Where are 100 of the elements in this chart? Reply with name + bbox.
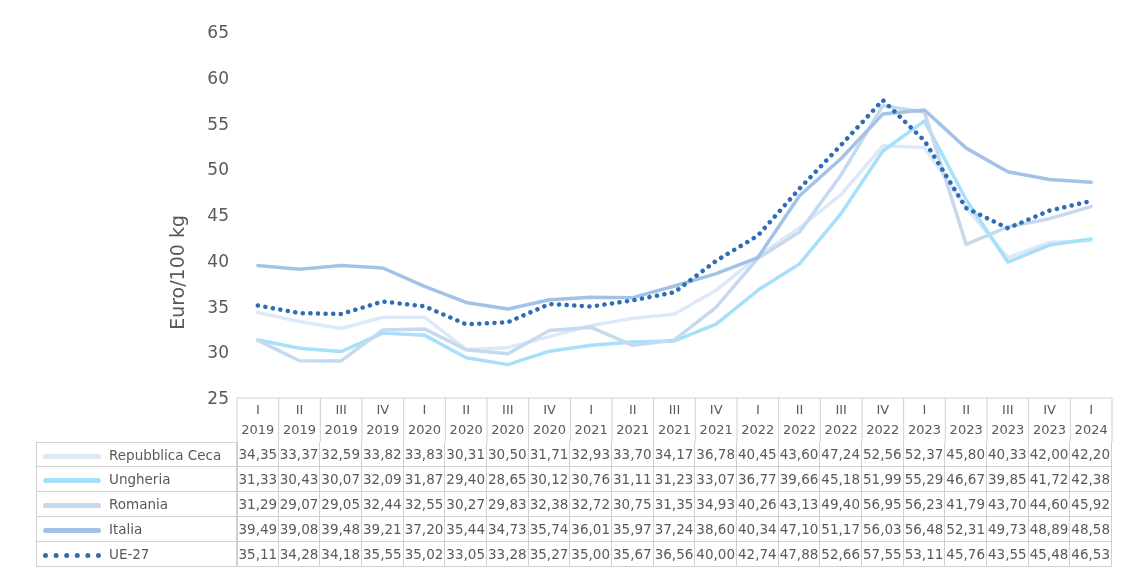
- x-tick-label: II 2020: [449, 402, 483, 437]
- data-label: 33,83: [403, 442, 446, 467]
- y-tick-label: 60: [207, 67, 229, 88]
- data-label: 40,26: [737, 492, 779, 517]
- data-label: 39,48: [320, 517, 362, 542]
- data-label: 43,70: [987, 492, 1029, 517]
- data-label: 49,40: [820, 492, 862, 517]
- data-label: 40,00: [695, 542, 737, 567]
- data-label: 35,02: [403, 542, 446, 567]
- data-label: 47,24: [820, 442, 862, 467]
- data-label: 30,43: [278, 467, 321, 492]
- data-label: 31,87: [403, 467, 446, 492]
- data-label: 40,34: [737, 517, 779, 542]
- data-label: 33,28: [487, 542, 529, 567]
- data-label: 32,93: [570, 442, 612, 467]
- data-label: 32,44: [362, 492, 404, 517]
- data-label: 33,37: [278, 442, 321, 467]
- y-tick-label: 35: [207, 296, 229, 317]
- x-tick-label: IV 2021: [699, 402, 733, 437]
- x-tick-label: II 2019: [282, 402, 317, 437]
- data-label: 30,07: [320, 467, 362, 492]
- data-label: 34,28: [278, 542, 321, 567]
- legend-label: Repubblica Ceca: [109, 447, 222, 463]
- data-label: 52,66: [820, 542, 862, 567]
- y-axis-title: Euro/100 kg: [165, 215, 188, 330]
- data-label: 51,99: [862, 467, 904, 492]
- data-label: 43,13: [778, 492, 821, 517]
- data-label: 52,37: [903, 442, 946, 467]
- data-label: 31,23: [653, 467, 696, 492]
- data-label: 34,73: [487, 517, 529, 542]
- y-tick-label: 30: [207, 342, 229, 363]
- x-tick-label: I 2020: [407, 402, 442, 437]
- data-label: 36,56: [653, 542, 696, 567]
- data-label: 49,73: [987, 517, 1029, 542]
- data-label: 43,55: [987, 542, 1029, 567]
- legend-label: Romania: [109, 496, 169, 512]
- data-label: 40,45: [737, 442, 779, 467]
- data-label: 36,78: [695, 442, 737, 467]
- data-label: 35,97: [612, 517, 654, 542]
- data-label: 32,55: [403, 492, 446, 517]
- data-label: 39,85: [987, 467, 1029, 492]
- data-label: 30,50: [487, 442, 529, 467]
- x-tick-label: IV 2020: [532, 402, 567, 437]
- data-label: 56,48: [903, 517, 946, 542]
- y-tick-label: 40: [207, 250, 229, 271]
- y-tick-label: 50: [207, 159, 229, 180]
- data-label: 39,21: [362, 517, 404, 542]
- x-tick-label: III 2021: [657, 402, 692, 437]
- data-label: 38,60: [695, 517, 737, 542]
- data-label: 33,07: [695, 467, 737, 492]
- data-label: 52,31: [945, 517, 987, 542]
- data-label: 35,67: [612, 542, 654, 567]
- x-tick-label: II 2023: [949, 402, 983, 437]
- data-label: 42,74: [737, 542, 779, 567]
- data-label: 48,58: [1070, 517, 1112, 542]
- data-label: 29,07: [278, 492, 321, 517]
- legend-label: Italia: [109, 521, 143, 537]
- data-label: 39,49: [237, 517, 279, 542]
- data-label: 28,65: [487, 467, 529, 492]
- data-label: 37,20: [403, 517, 446, 542]
- data-label: 35,11: [237, 542, 279, 567]
- x-tick-label: III 2020: [491, 402, 525, 437]
- data-label: 36,77: [737, 467, 779, 492]
- data-label: 31,35: [653, 492, 696, 517]
- data-label: 31,29: [237, 492, 279, 517]
- data-label: 55,29: [903, 467, 946, 492]
- x-tick-label: III 2019: [324, 402, 358, 437]
- data-label: 30,12: [528, 467, 571, 492]
- data-label: 32,38: [528, 492, 571, 517]
- x-tick-label: I 2022: [741, 402, 775, 437]
- data-label: 30,75: [612, 492, 654, 517]
- data-label: 34,93: [695, 492, 737, 517]
- data-label: 42,20: [1070, 442, 1112, 467]
- data-label: 47,10: [778, 517, 821, 542]
- data-label: 31,71: [528, 442, 571, 467]
- data-label: 53,11: [903, 542, 946, 567]
- data-label: 34,18: [320, 542, 362, 567]
- x-tick-label: I 2021: [574, 402, 608, 437]
- x-tick-label: IV 2023: [1032, 402, 1067, 437]
- y-tick-label: 25: [207, 388, 229, 409]
- data-label: 45,18: [820, 467, 862, 492]
- data-label: 43,60: [778, 442, 821, 467]
- x-tick-label: II 2021: [616, 402, 650, 437]
- x-tick-label: I 2019: [241, 402, 275, 437]
- data-label: 35,55: [362, 542, 404, 567]
- data-label: 56,23: [903, 492, 946, 517]
- x-tick-label: I 2023: [907, 402, 942, 437]
- y-tick-label: 65: [207, 22, 229, 43]
- data-label: 45,48: [1028, 542, 1071, 567]
- data-label: 51,17: [820, 517, 862, 542]
- data-label: 56,95: [862, 492, 904, 517]
- data-label: 29,83: [487, 492, 529, 517]
- x-tick-label: IV 2022: [866, 402, 900, 437]
- data-label: 29,40: [445, 467, 487, 492]
- data-label: 52,56: [862, 442, 904, 467]
- data-label: 32,59: [320, 442, 362, 467]
- data-label: 39,66: [778, 467, 821, 492]
- data-label: 35,00: [570, 542, 612, 567]
- data-label: 48,89: [1028, 517, 1071, 542]
- data-label: 35,44: [445, 517, 487, 542]
